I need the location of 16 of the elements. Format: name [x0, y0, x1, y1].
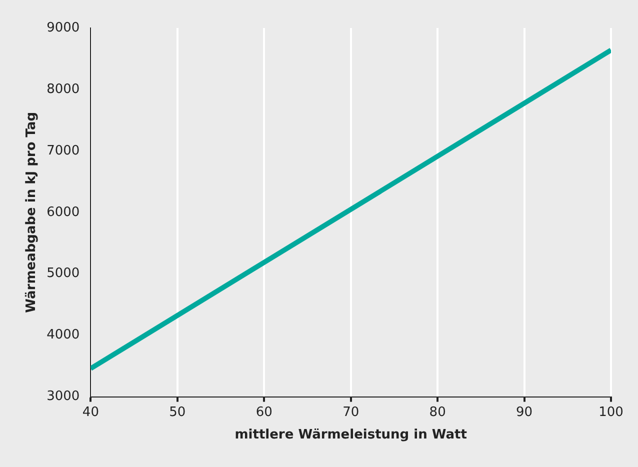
y-axis-title: Wärmeabgabe in kJ pro Tag [24, 112, 40, 313]
y-tick-label: 3000 [46, 389, 80, 404]
x-tick-label: 100 [598, 404, 624, 420]
y-tick-label: 4000 [46, 328, 80, 343]
y-tick-label: 5000 [46, 266, 80, 282]
y-tick-label: 6000 [46, 204, 80, 220]
x-tick-label: 50 [169, 404, 186, 420]
x-tick-label: 70 [342, 404, 360, 420]
y-tick-label: 9000 [46, 20, 80, 36]
x-tick-label: 80 [429, 404, 446, 420]
y-tick-label: 7000 [46, 143, 80, 158]
x-tick-label: 60 [256, 404, 272, 420]
y-tick-label: 8000 [46, 82, 80, 97]
x-tick-label: 40 [82, 404, 99, 420]
x-tick-label: 90 [516, 404, 533, 420]
x-axis-title: mittlere Wärmeleistung in Watt [234, 428, 467, 443]
